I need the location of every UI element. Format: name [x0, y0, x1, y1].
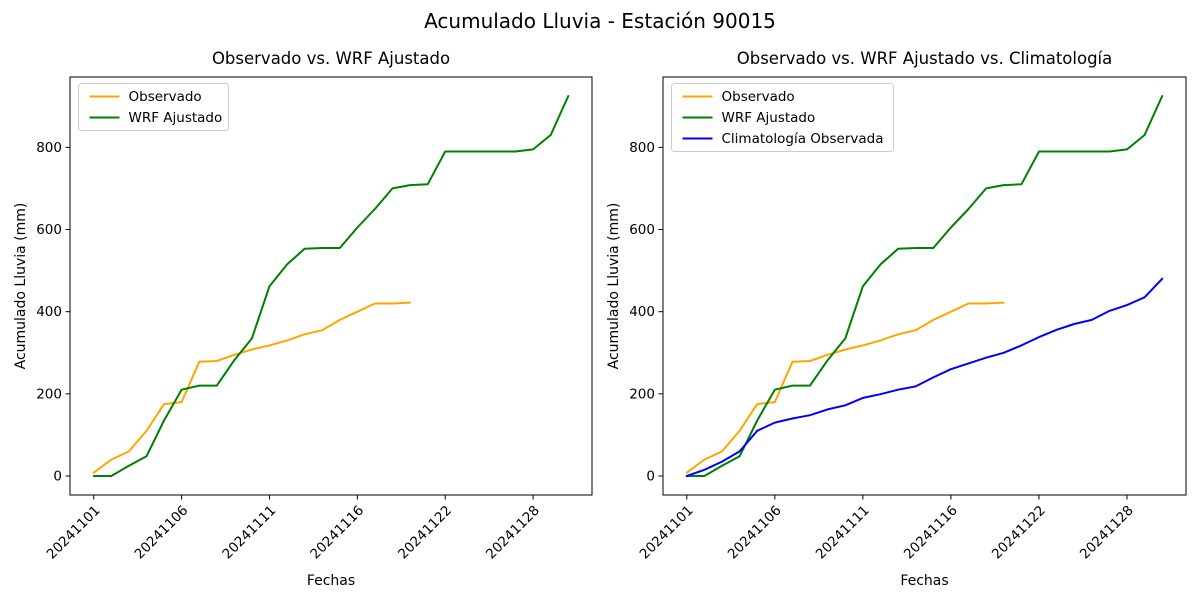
y-tick-label: 200	[629, 386, 655, 402]
plot-title: Observado vs. WRF Ajustado	[212, 49, 450, 68]
legend-box	[78, 83, 229, 131]
x-tick-label: 20241128	[1077, 503, 1137, 563]
legend-entry: Observado	[89, 89, 202, 105]
x-tick-label: 20241122	[989, 503, 1049, 563]
legend-label: WRF Ajustado	[722, 110, 816, 126]
x-tick-label: 20241106	[132, 503, 192, 563]
x-tick-label: 20241106	[725, 503, 785, 563]
series-line-observado	[92, 301, 412, 474]
legend-entry: WRF Ajustado	[682, 110, 816, 126]
plot-border	[69, 76, 593, 496]
series-line-climatolog-a-observada	[685, 277, 1164, 477]
y-tick-label: 600	[36, 222, 62, 238]
legend-box	[671, 83, 894, 152]
x-tick-label: 20241101	[637, 503, 697, 563]
x-tick-label: 20241111	[219, 503, 279, 563]
x-tick-label: 20241111	[813, 503, 873, 563]
series-line-observado	[685, 301, 1005, 474]
x-tick-label: 20241116	[901, 503, 961, 563]
legend: Observado WRF Ajustado Climatología Observ…	[671, 83, 894, 152]
plot-title: Observado vs. WRF Ajustado vs. Climatolo…	[737, 49, 1113, 68]
x-tick-label: 20241122	[395, 503, 455, 563]
legend-label: Climatología Observada	[722, 131, 884, 147]
y-tick-label: 0	[53, 469, 62, 485]
legend-label: WRF Ajustado	[129, 110, 223, 126]
right-chart: Observado vs. WRF Ajustado vs. Climatolo…	[606, 49, 1187, 589]
y-tick-label: 800	[36, 140, 62, 156]
y-tick-label: 200	[36, 386, 62, 402]
y-axis-label: Acumulado Lluvia (mm)	[606, 203, 622, 370]
x-tick-label: 20241128	[483, 503, 543, 563]
x-tick-label: 20241116	[307, 503, 367, 563]
legend: Observado WRF Ajustado	[78, 83, 229, 131]
y-axis-label: Acumulado Lluvia (mm)	[13, 203, 29, 370]
y-tick-label: 800	[629, 140, 655, 156]
figure-title: Acumulado Lluvia - Estación 90015	[424, 9, 776, 33]
legend-label: Observado	[129, 89, 202, 105]
y-tick-label: 600	[629, 222, 655, 238]
plot-border	[662, 76, 1187, 496]
x-axis-label: Fechas	[900, 573, 948, 589]
series-line-wrf-ajustado	[92, 95, 570, 477]
y-tick-label: 400	[629, 304, 655, 320]
y-tick-label: 400	[36, 304, 62, 320]
legend-entry: WRF Ajustado	[89, 110, 223, 126]
legend-entry: Climatología Observada	[682, 131, 884, 147]
left-chart: Observado vs. WRF Ajustado 0 200 400 600 800 2…	[13, 49, 593, 589]
legend-entry: Observado	[682, 89, 795, 105]
x-tick-label: 20241101	[44, 503, 104, 563]
x-axis-label: Fechas	[307, 573, 355, 589]
series-line-wrf-ajustado	[685, 95, 1164, 477]
y-tick-label: 0	[646, 469, 655, 485]
legend-label: Observado	[722, 89, 795, 105]
